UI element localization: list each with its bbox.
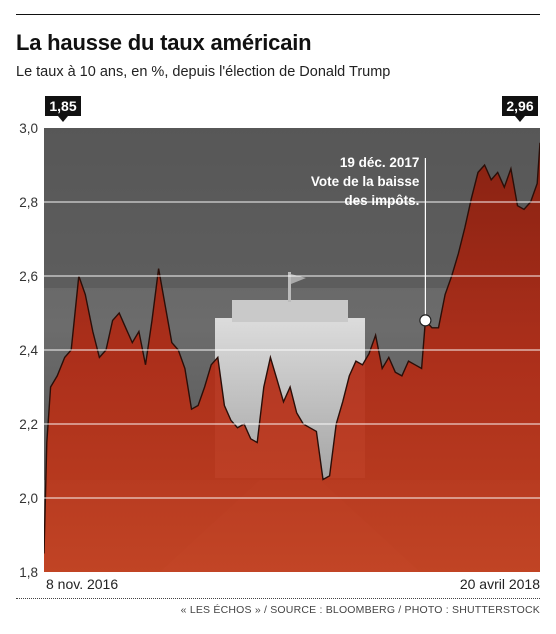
end-value-badge: 2,96 [506, 98, 533, 114]
y-tick-label: 3,0 [19, 121, 38, 136]
y-tick-label: 2,6 [19, 269, 38, 284]
y-tick-label: 2,0 [19, 491, 38, 506]
chart-title: La hausse du taux américain [16, 30, 312, 55]
source-credit: « LES ÉCHOS » / SOURCE : BLOOMBERG / PHO… [180, 604, 540, 616]
annotation-line1: Vote de la baisse [311, 174, 420, 189]
chart: 1,8 2,0 2,2 2,4 2,6 2,8 3,0 8 nov. 2016 20 avril… [19, 96, 540, 592]
x-start-label: 8 nov. 2016 [46, 576, 118, 592]
x-end-label: 20 avril 2018 [460, 576, 540, 592]
end-value-badge-box [502, 96, 538, 116]
annotation-line2: des impôts. [344, 193, 419, 208]
rate-area [44, 142, 540, 572]
annotation-date: 19 déc. 2017 [340, 155, 420, 170]
y-tick-label: 1,8 [19, 565, 38, 580]
rate-line [44, 142, 540, 554]
bottom-rule [16, 598, 540, 599]
end-value-badge-pointer [515, 116, 525, 122]
y-tick-label: 2,2 [19, 417, 38, 432]
start-value-badge-pointer [58, 116, 68, 122]
y-tick-label: 2,8 [19, 195, 38, 210]
start-value-badge-box [45, 96, 81, 116]
start-value-badge: 1,85 [49, 98, 76, 114]
top-rule [16, 14, 540, 15]
annotation-marker [419, 314, 432, 327]
y-tick-label: 2,4 [19, 343, 38, 358]
chart-subtitle: Le taux à 10 ans, en %, depuis l'électio… [16, 64, 391, 80]
